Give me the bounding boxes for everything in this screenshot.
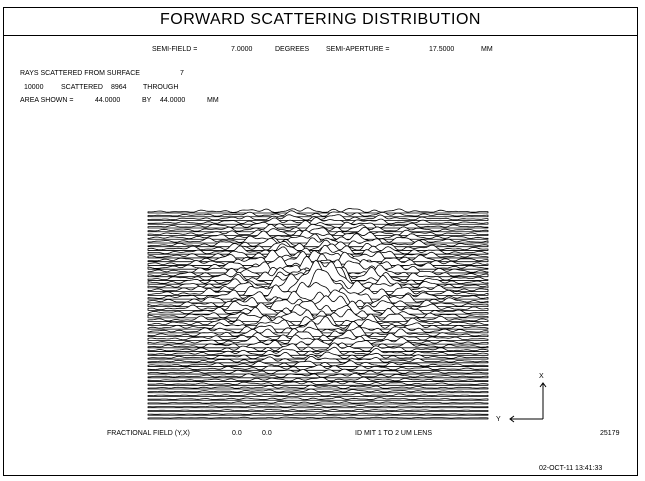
scan-line bbox=[147, 364, 489, 371]
scan-line bbox=[147, 338, 489, 349]
scan-line bbox=[147, 226, 489, 236]
scan-line bbox=[147, 368, 489, 375]
scan-line bbox=[147, 220, 489, 229]
page-title: FORWARD SCATTERING DISTRIBUTION bbox=[160, 11, 481, 28]
semi-field-unit: DEGREES bbox=[275, 46, 310, 53]
scan-line bbox=[147, 295, 489, 311]
scan-line bbox=[147, 376, 489, 382]
scan-line bbox=[147, 244, 489, 259]
scan-line bbox=[147, 326, 489, 337]
scan-line bbox=[147, 351, 489, 360]
scan-line bbox=[147, 342, 489, 352]
scan-line bbox=[147, 388, 489, 394]
x-axis-arrow bbox=[539, 382, 547, 388]
timestamp: 02-OCT-11 13:41:33 bbox=[539, 465, 603, 472]
scan-line bbox=[147, 300, 489, 315]
scan-line bbox=[147, 346, 489, 356]
scan-line bbox=[147, 210, 489, 218]
scan-line bbox=[147, 223, 489, 233]
scan-line bbox=[147, 207, 489, 214]
fractional-field-y: 0.0 bbox=[232, 430, 242, 437]
scan-line bbox=[147, 316, 489, 330]
axis-indicator bbox=[509, 382, 547, 423]
semi-aperture-label: SEMI-APERTURE = bbox=[326, 46, 390, 53]
rays-total: 10000 bbox=[24, 84, 44, 91]
y-axis-arrow bbox=[509, 415, 515, 423]
scan-line bbox=[147, 412, 489, 416]
area-y-value: 44.0000 bbox=[160, 97, 186, 104]
scan-line bbox=[147, 356, 489, 364]
lens-id: ID MIT 1 TO 2 UM LENS bbox=[355, 430, 433, 437]
scan-line bbox=[147, 304, 489, 319]
scan-line bbox=[147, 313, 489, 326]
scan-line bbox=[147, 404, 489, 409]
fractional-field-label: FRACTIONAL FIELD (Y,X) bbox=[107, 430, 190, 437]
rays-scattered-label: RAYS SCATTERED FROM SURFACE bbox=[20, 70, 140, 77]
scan-line bbox=[147, 416, 489, 420]
title-bar: FORWARD SCATTERING DISTRIBUTION bbox=[3, 7, 638, 36]
scan-line bbox=[147, 393, 489, 397]
area-x-value: 44.0000 bbox=[95, 97, 121, 104]
scan-line bbox=[147, 217, 489, 225]
semi-aperture-value: 17.5000 bbox=[429, 46, 455, 53]
scan-line bbox=[147, 229, 489, 240]
plot-frame bbox=[3, 7, 638, 476]
area-shown-label: AREA SHOWN = bbox=[20, 97, 74, 104]
scan-line bbox=[147, 249, 489, 263]
semi-field-value: 7.0000 bbox=[231, 46, 253, 53]
scattered-label: SCATTERED bbox=[61, 84, 103, 91]
scan-line bbox=[147, 396, 489, 401]
semi-field-label: SEMI-FIELD = bbox=[152, 46, 198, 53]
scattered-count: 8964 bbox=[111, 84, 127, 91]
scan-line bbox=[147, 408, 489, 412]
through-label: THROUGH bbox=[143, 84, 179, 91]
scan-line bbox=[147, 239, 489, 251]
surface-number: 7 bbox=[180, 70, 184, 77]
fractional-field-x: 0.0 bbox=[262, 430, 272, 437]
scan-line bbox=[147, 401, 489, 405]
area-unit: MM bbox=[207, 97, 219, 104]
scan-line bbox=[147, 384, 489, 390]
scan-line bbox=[147, 233, 489, 244]
x-axis-label: X bbox=[539, 373, 544, 380]
run-number: 25179 bbox=[600, 430, 620, 437]
semi-aperture-unit: MM bbox=[481, 46, 493, 53]
scan-line bbox=[147, 381, 489, 386]
by-label: BY bbox=[142, 97, 152, 104]
scan-line bbox=[147, 373, 489, 379]
y-axis-label: Y bbox=[496, 416, 501, 423]
